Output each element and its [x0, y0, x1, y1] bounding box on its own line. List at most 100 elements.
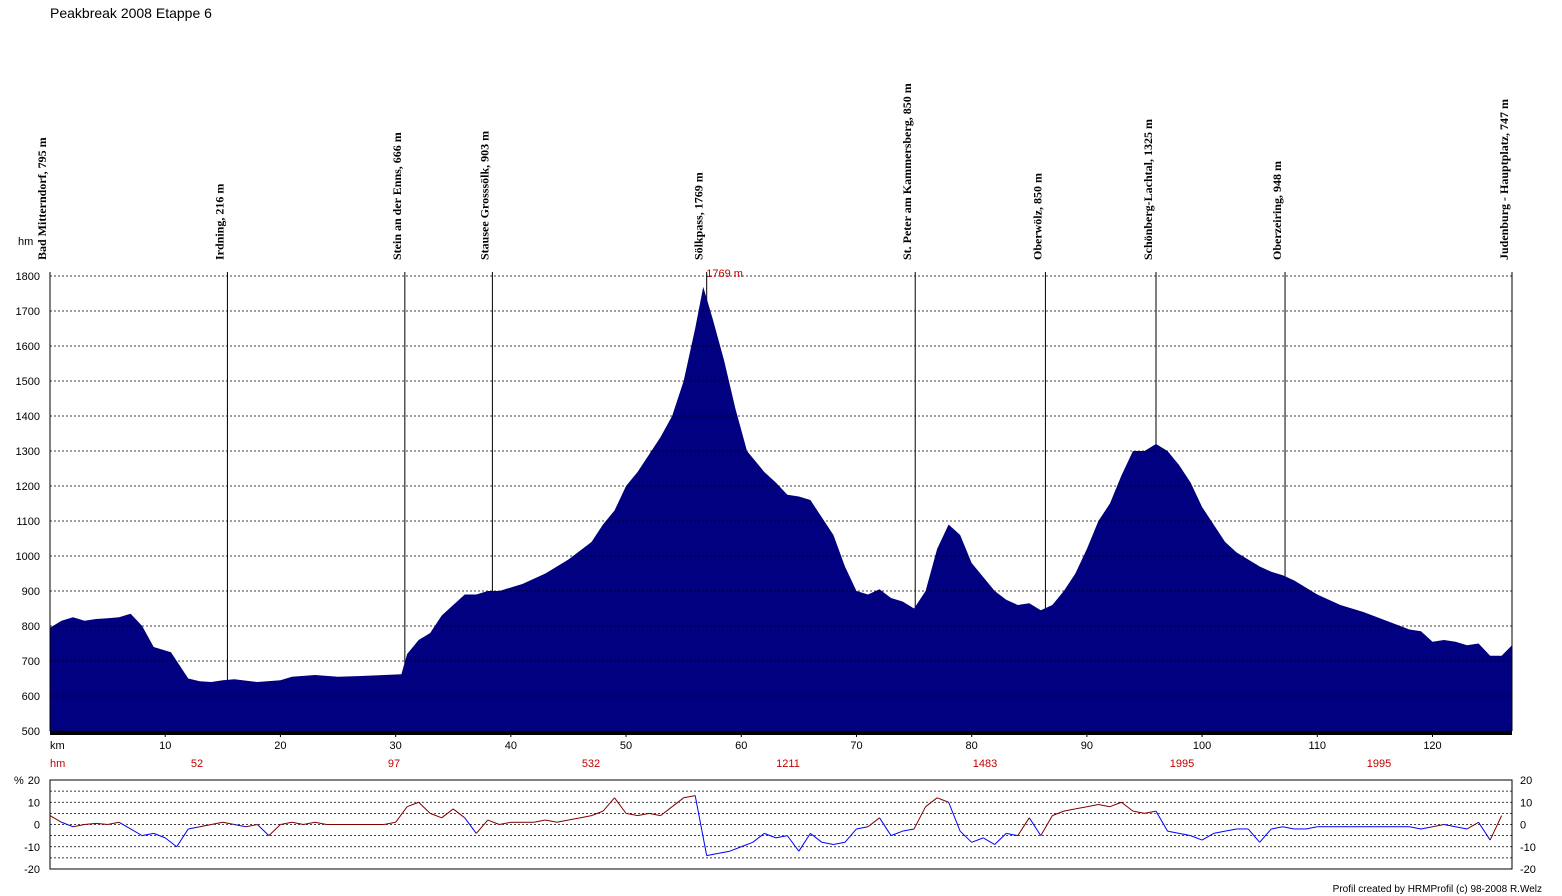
x-axis-label: km [50, 740, 65, 752]
y-tick-label: 1500 [16, 376, 40, 388]
y-tick-label: 800 [22, 621, 40, 633]
y-tick-label: 600 [22, 691, 40, 703]
gradient-segment [1017, 817, 1030, 836]
gradient-segment [268, 824, 281, 836]
gradient-segment [1259, 828, 1272, 843]
waypoint-label: Stein an der Enns, 666 m [390, 132, 404, 260]
waypoint-label: Stausee Grosssölk, 903 m [477, 131, 491, 260]
x-tick-label: 40 [505, 740, 517, 752]
gradient-segment [1478, 822, 1491, 841]
x-tick-label: 60 [735, 740, 747, 752]
gradient-segment [257, 824, 270, 836]
gradient-segment [1282, 826, 1295, 830]
gradient-segment [303, 821, 316, 825]
gradient-segment [591, 810, 604, 817]
gradient-segment [1109, 801, 1122, 808]
y-tick-label: 500 [22, 726, 40, 738]
climb-value: 1995 [1367, 758, 1391, 770]
gradient-segment [1006, 832, 1018, 837]
plot-frame [49, 779, 1513, 870]
chart-title: Peakbreak 2008 Etappe 6 [50, 5, 212, 21]
gradient-segment [1121, 801, 1134, 812]
gradient-segment [188, 826, 200, 830]
gradient-segment [61, 821, 74, 828]
footer: Profil created by HRMProfil (c) 98-2008 … [1333, 884, 1542, 895]
waypoint-label: Oberwölz, 850 m [1030, 173, 1044, 260]
gradient-segment [533, 819, 546, 823]
gradient-segment [1098, 803, 1111, 808]
gradient-segment [1178, 832, 1191, 837]
gradient-segment [291, 821, 304, 825]
gradient-segment [1028, 817, 1042, 836]
gradient-segment [764, 832, 776, 839]
waypoint-label: St. Peter am Kammersberg, 850 m [900, 83, 914, 260]
climb-value: 52 [191, 758, 203, 770]
gradient-segment [1063, 808, 1076, 812]
y-tick-label: 1200 [16, 481, 40, 493]
gradient-segment [602, 797, 615, 812]
gradient-segment [1040, 815, 1053, 836]
gradient-segment [1225, 828, 1237, 832]
y-tick-label: 900 [22, 586, 40, 598]
x-axis-bar [50, 731, 1512, 735]
gradient-segment [211, 821, 223, 825]
gradient-segment [1489, 815, 1503, 841]
waypoint-label: Oberzeiring, 948 m [1270, 161, 1284, 260]
gradient-segment [1420, 826, 1433, 830]
y-tick-label: 20 [28, 775, 40, 787]
gradient-segment [1455, 826, 1468, 830]
waypoint-label: Sölkpass, 1769 m [692, 172, 706, 260]
gradient-segment [1144, 810, 1157, 814]
x-tick-label: 50 [620, 740, 632, 752]
climb-value: 532 [582, 758, 600, 770]
gradient-segment [1271, 826, 1283, 830]
gradient-segment [1443, 824, 1456, 828]
gradient-segment [153, 832, 166, 839]
y-tick-label: -20 [24, 864, 40, 876]
gradient-segment [441, 808, 454, 819]
gradient-segment [142, 832, 154, 837]
y-tick-label: 1000 [16, 551, 40, 563]
gradient-segment [107, 821, 120, 825]
gradient-segment [925, 797, 938, 808]
gradient-segment [637, 812, 650, 817]
gradient-segment [452, 808, 466, 819]
gradient-segment [96, 822, 108, 825]
y-tick-label-right: 0 [1520, 820, 1526, 832]
gradient-segment [890, 830, 903, 837]
climb-value: 1995 [1170, 758, 1194, 770]
gradient-segment [625, 812, 638, 817]
gradient-segment [164, 837, 178, 848]
gradient-segment [741, 841, 753, 848]
y-tick-label-right: -10 [1520, 842, 1536, 854]
peak-annotation: 1769 m [706, 268, 743, 280]
gradient-segment [1190, 835, 1203, 841]
gradient-segment [959, 830, 973, 843]
gradient-segment [234, 824, 246, 828]
gradient-segment [406, 801, 419, 808]
gradient-segment [487, 819, 500, 825]
climb-value: 97 [388, 758, 400, 770]
gradient-segment [1086, 803, 1099, 808]
y-tick-label: 0 [34, 820, 40, 832]
gradient-segment [499, 821, 511, 825]
x-tick-label: 90 [1081, 740, 1093, 752]
gradient-segment [280, 821, 293, 825]
gradient-segment [556, 819, 569, 823]
gradient-segment [867, 817, 880, 828]
gradient-segment [72, 824, 85, 828]
x-tick-label: 100 [1193, 740, 1211, 752]
x-tick-label: 30 [390, 740, 402, 752]
gradient-segment [1466, 821, 1479, 830]
gradient-segment [786, 835, 800, 852]
climb-label: hm [50, 758, 65, 770]
gradient-segment [430, 812, 442, 819]
gradient-segment [879, 817, 892, 836]
gradient-segment [1409, 826, 1422, 830]
gradient-segment [1305, 826, 1318, 830]
y-tick-label-right: 20 [1520, 775, 1532, 787]
gradient-segment [648, 812, 661, 817]
gradient-segment [833, 841, 846, 846]
gradient-segment [902, 828, 915, 832]
x-tick-label: 110 [1309, 740, 1327, 752]
